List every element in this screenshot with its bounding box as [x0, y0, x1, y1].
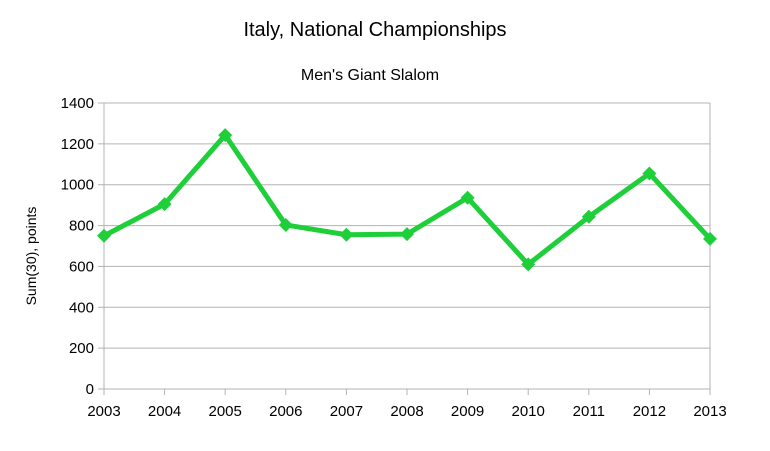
x-tick-label: 2013: [693, 403, 726, 420]
x-tick-label: 2008: [390, 403, 423, 420]
x-tick-label: 2012: [633, 403, 666, 420]
y-tick-label: 400: [69, 299, 94, 316]
data-point-marker: [642, 166, 657, 181]
x-tick-label: 2005: [209, 403, 242, 420]
data-point-marker: [97, 228, 111, 243]
axes: [98, 102, 711, 395]
data-point-marker: [460, 190, 475, 205]
x-tick-label: 2009: [451, 403, 484, 420]
data-point-marker: [400, 227, 414, 242]
x-tick-label: 2007: [330, 403, 363, 420]
data-point-marker: [581, 209, 596, 224]
gridlines: [104, 102, 710, 349]
y-tick-label: 1000: [61, 177, 94, 194]
y-tick-label: 600: [69, 258, 94, 275]
data-point-marker: [218, 128, 233, 143]
x-tick-label: 2004: [148, 403, 181, 420]
data-point-marker: [703, 231, 717, 246]
data-point-marker: [521, 257, 536, 272]
y-axis-label: Sum(30), points: [23, 207, 39, 306]
series-line: [101, 132, 713, 267]
y-tick-label: 200: [69, 340, 94, 357]
y-tick-labels: 0 200 400 600 800 1000 1200 1400: [61, 95, 94, 398]
x-tick-label: 2010: [512, 403, 545, 420]
y-tick-label: 800: [69, 218, 94, 235]
chart-subtitle: Men's Giant Slalom: [301, 67, 439, 84]
y-tick-label: 0: [86, 381, 94, 398]
chart-title: Italy, National Championships: [243, 19, 506, 41]
series: [97, 128, 717, 272]
data-point-marker: [339, 227, 354, 242]
x-tick-label: 2006: [269, 403, 302, 420]
data-point-marker: [278, 217, 293, 232]
y-tick-label: 1200: [61, 136, 94, 153]
x-tick-labels: 2003 2004 2005 2006 2007 2008 2009 2010 2011 2012…: [87, 403, 726, 420]
y-tick-label: 1400: [61, 95, 94, 112]
data-point-marker: [157, 197, 172, 212]
x-tick-label: 2011: [573, 403, 605, 420]
x-tick-label: 2003: [87, 403, 120, 420]
